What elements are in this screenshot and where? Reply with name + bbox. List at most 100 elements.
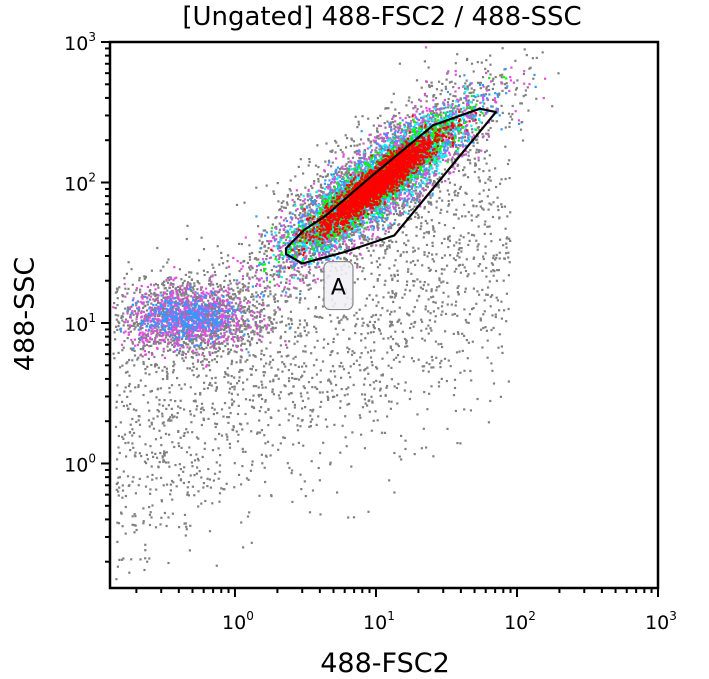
data-point — [468, 313, 471, 316]
data-point — [176, 331, 179, 334]
data-point — [210, 314, 213, 317]
data-point — [180, 316, 183, 319]
data-point — [444, 312, 448, 316]
data-point — [166, 320, 169, 323]
data-point — [339, 257, 342, 260]
data-point — [203, 325, 206, 328]
data-point — [137, 415, 140, 418]
data-point — [318, 391, 321, 394]
data-point — [143, 350, 146, 353]
data-point — [265, 250, 268, 253]
data-point — [241, 450, 245, 453]
data-point — [231, 336, 234, 339]
data-point — [159, 291, 162, 294]
data-point — [408, 96, 411, 99]
data-point — [326, 174, 329, 177]
data-point — [215, 342, 219, 345]
data-point — [186, 491, 189, 494]
data-point — [368, 320, 372, 323]
data-point — [211, 306, 214, 309]
data-point — [432, 300, 435, 304]
data-point — [228, 328, 231, 331]
data-point — [225, 433, 228, 436]
data-point — [259, 313, 262, 316]
data-point — [163, 365, 166, 369]
data-point — [362, 321, 365, 324]
data-point — [354, 115, 357, 118]
data-point — [384, 232, 387, 235]
data-point — [339, 168, 342, 171]
data-point — [197, 374, 200, 377]
data-point — [345, 162, 348, 166]
data-point — [131, 341, 134, 344]
data-point — [264, 386, 267, 389]
data-point — [241, 310, 244, 313]
data-point — [376, 127, 379, 130]
data-point — [179, 436, 182, 439]
data-point — [117, 351, 120, 354]
data-point — [209, 346, 212, 349]
data-point — [382, 296, 385, 299]
data-point — [433, 181, 436, 184]
data-point — [182, 470, 185, 473]
data-point — [294, 364, 297, 367]
data-point — [222, 290, 225, 293]
data-point — [271, 275, 274, 278]
data-point — [370, 349, 373, 352]
data-point — [263, 371, 267, 374]
data-point — [178, 339, 181, 342]
data-point — [240, 348, 243, 351]
data-point — [231, 312, 234, 315]
data-point — [238, 309, 241, 313]
data-point — [430, 329, 433, 332]
data-point — [242, 320, 245, 323]
data-point — [321, 316, 324, 319]
data-point — [267, 216, 270, 219]
data-point — [393, 491, 396, 494]
data-point — [447, 295, 450, 298]
data-point — [209, 296, 212, 299]
data-point — [383, 283, 386, 286]
data-point — [288, 413, 291, 416]
data-point — [141, 326, 144, 330]
data-point — [509, 211, 512, 214]
data-point — [139, 338, 142, 341]
data-point — [144, 334, 147, 337]
data-point — [131, 359, 134, 362]
data-point — [205, 346, 208, 349]
data-point — [501, 351, 504, 354]
data-point — [230, 287, 233, 290]
data-point — [375, 304, 378, 307]
data-point — [292, 400, 295, 404]
data-point — [137, 356, 140, 359]
data-point — [115, 400, 118, 403]
data-point — [284, 365, 287, 368]
data-point — [218, 470, 221, 473]
data-point — [142, 306, 145, 310]
data-point — [218, 342, 221, 346]
data-point — [141, 355, 144, 358]
data-point — [175, 292, 178, 295]
data-point — [432, 366, 435, 369]
data-point — [477, 176, 480, 179]
data-point — [423, 92, 427, 95]
data-point — [331, 350, 334, 353]
data-point — [471, 199, 474, 202]
data-point — [314, 201, 317, 204]
data-point — [288, 340, 291, 343]
data-point — [318, 479, 321, 482]
data-point — [417, 201, 420, 204]
data-point — [288, 288, 291, 291]
data-point — [176, 325, 179, 328]
data-point — [241, 319, 244, 322]
data-point — [183, 327, 186, 330]
data-point — [186, 316, 189, 319]
data-point — [168, 324, 171, 327]
data-point — [489, 54, 492, 57]
data-point — [139, 379, 142, 382]
data-point — [379, 387, 382, 390]
data-point — [150, 332, 153, 335]
data-point — [158, 308, 162, 311]
data-point — [478, 128, 481, 132]
data-point — [214, 376, 217, 379]
